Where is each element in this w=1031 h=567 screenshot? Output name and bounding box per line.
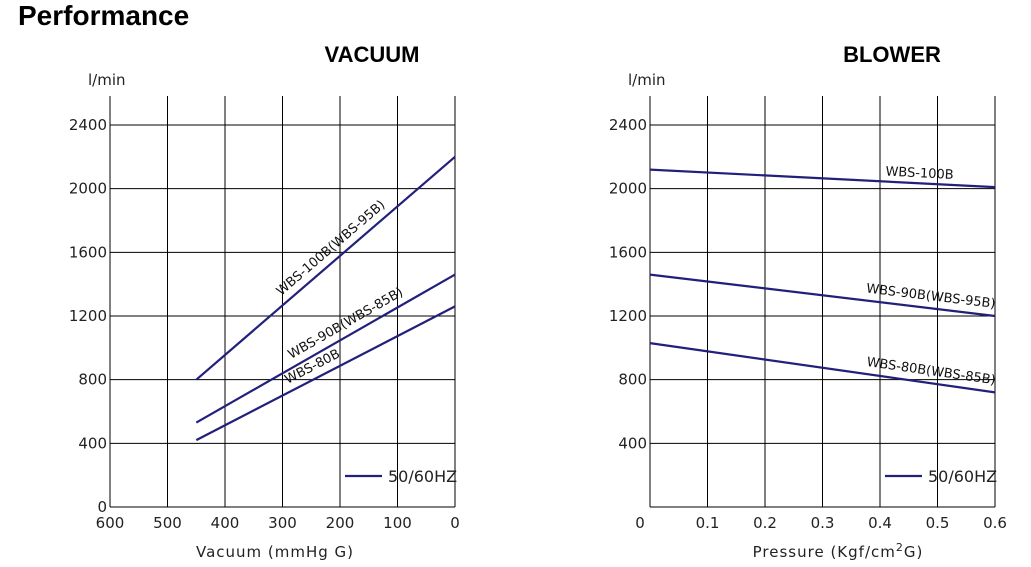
blower-chart: BLOWER l/min Pressure (Kgf/cm2G) 2400 200…: [609, 42, 1007, 561]
vacuum-chart: VACUUM l/min Vacuum (mmHg G) 24002000160…: [69, 42, 460, 561]
blower-x-tick-label: 0.4: [868, 514, 892, 532]
vacuum-y-unit: l/min: [88, 71, 126, 89]
blower-y-tick-label: 800: [618, 371, 647, 389]
vacuum-series-line: [195, 273, 456, 424]
page-title: Performance: [18, 0, 190, 31]
blower-y-tick-label: 400: [618, 434, 647, 452]
vacuum-y-tick-label: 2400: [69, 116, 107, 134]
vacuum-legend-label: 50/60HZ: [388, 467, 457, 486]
blower-y-tick-label: 1200: [609, 307, 647, 325]
vacuum-series-line: [195, 305, 456, 442]
vacuum-x-tick-label: 0: [450, 514, 460, 532]
blower-y-tick-label: 2000: [609, 180, 647, 198]
vacuum-y-tick-label: 400: [78, 434, 107, 452]
vacuum-series-label: WBS-90B(WBS-85B): [286, 285, 406, 363]
vacuum-x-tick-label: 100: [383, 514, 412, 532]
blower-series-line: [649, 342, 996, 394]
blower-x-tick-label: 0.1: [696, 514, 720, 532]
vacuum-chart-title: VACUUM: [325, 42, 420, 67]
blower-x-tick-label: 0.2: [753, 514, 777, 532]
vacuum-y-tick-label: 1200: [69, 307, 107, 325]
blower-y-tick-label: 2400: [609, 116, 647, 134]
vacuum-x-tick-label: 200: [326, 514, 355, 532]
blower-x-tick-label: 0: [635, 514, 645, 532]
vacuum-x-tick-label: 500: [153, 514, 182, 532]
blower-x-tick-label: 0.6: [983, 514, 1007, 532]
blower-series-line: [649, 273, 996, 318]
vacuum-series-line: [195, 155, 456, 381]
vacuum-x-tick-label: 600: [96, 514, 125, 532]
blower-x-axis-label: Pressure (Kgf/cm2G): [753, 541, 924, 561]
blower-series-label: WBS-100B: [885, 165, 954, 183]
blower-y-unit: l/min: [628, 71, 666, 89]
vacuum-series-label: WBS-100B(WBS-95B): [274, 198, 389, 300]
blower-x-tick-label: 0.5: [926, 514, 950, 532]
vacuum-x-tick-label: 300: [268, 514, 297, 532]
blower-y-tick-label: 1600: [609, 243, 647, 261]
vacuum-x-tick-label: 400: [211, 514, 240, 532]
vacuum-y-tick-label: 0: [97, 498, 107, 516]
blower-series-line: [649, 168, 996, 189]
blower-legend-label: 50/60HZ: [928, 467, 997, 486]
vacuum-y-tick-label: 800: [78, 371, 107, 389]
vacuum-x-axis-label: Vacuum (mmHg G): [196, 543, 354, 561]
blower-x-tick-label: 0.3: [811, 514, 835, 532]
vacuum-y-tick-label: 2000: [69, 180, 107, 198]
vacuum-y-tick-label: 1600: [69, 243, 107, 261]
blower-chart-title: BLOWER: [843, 42, 941, 67]
